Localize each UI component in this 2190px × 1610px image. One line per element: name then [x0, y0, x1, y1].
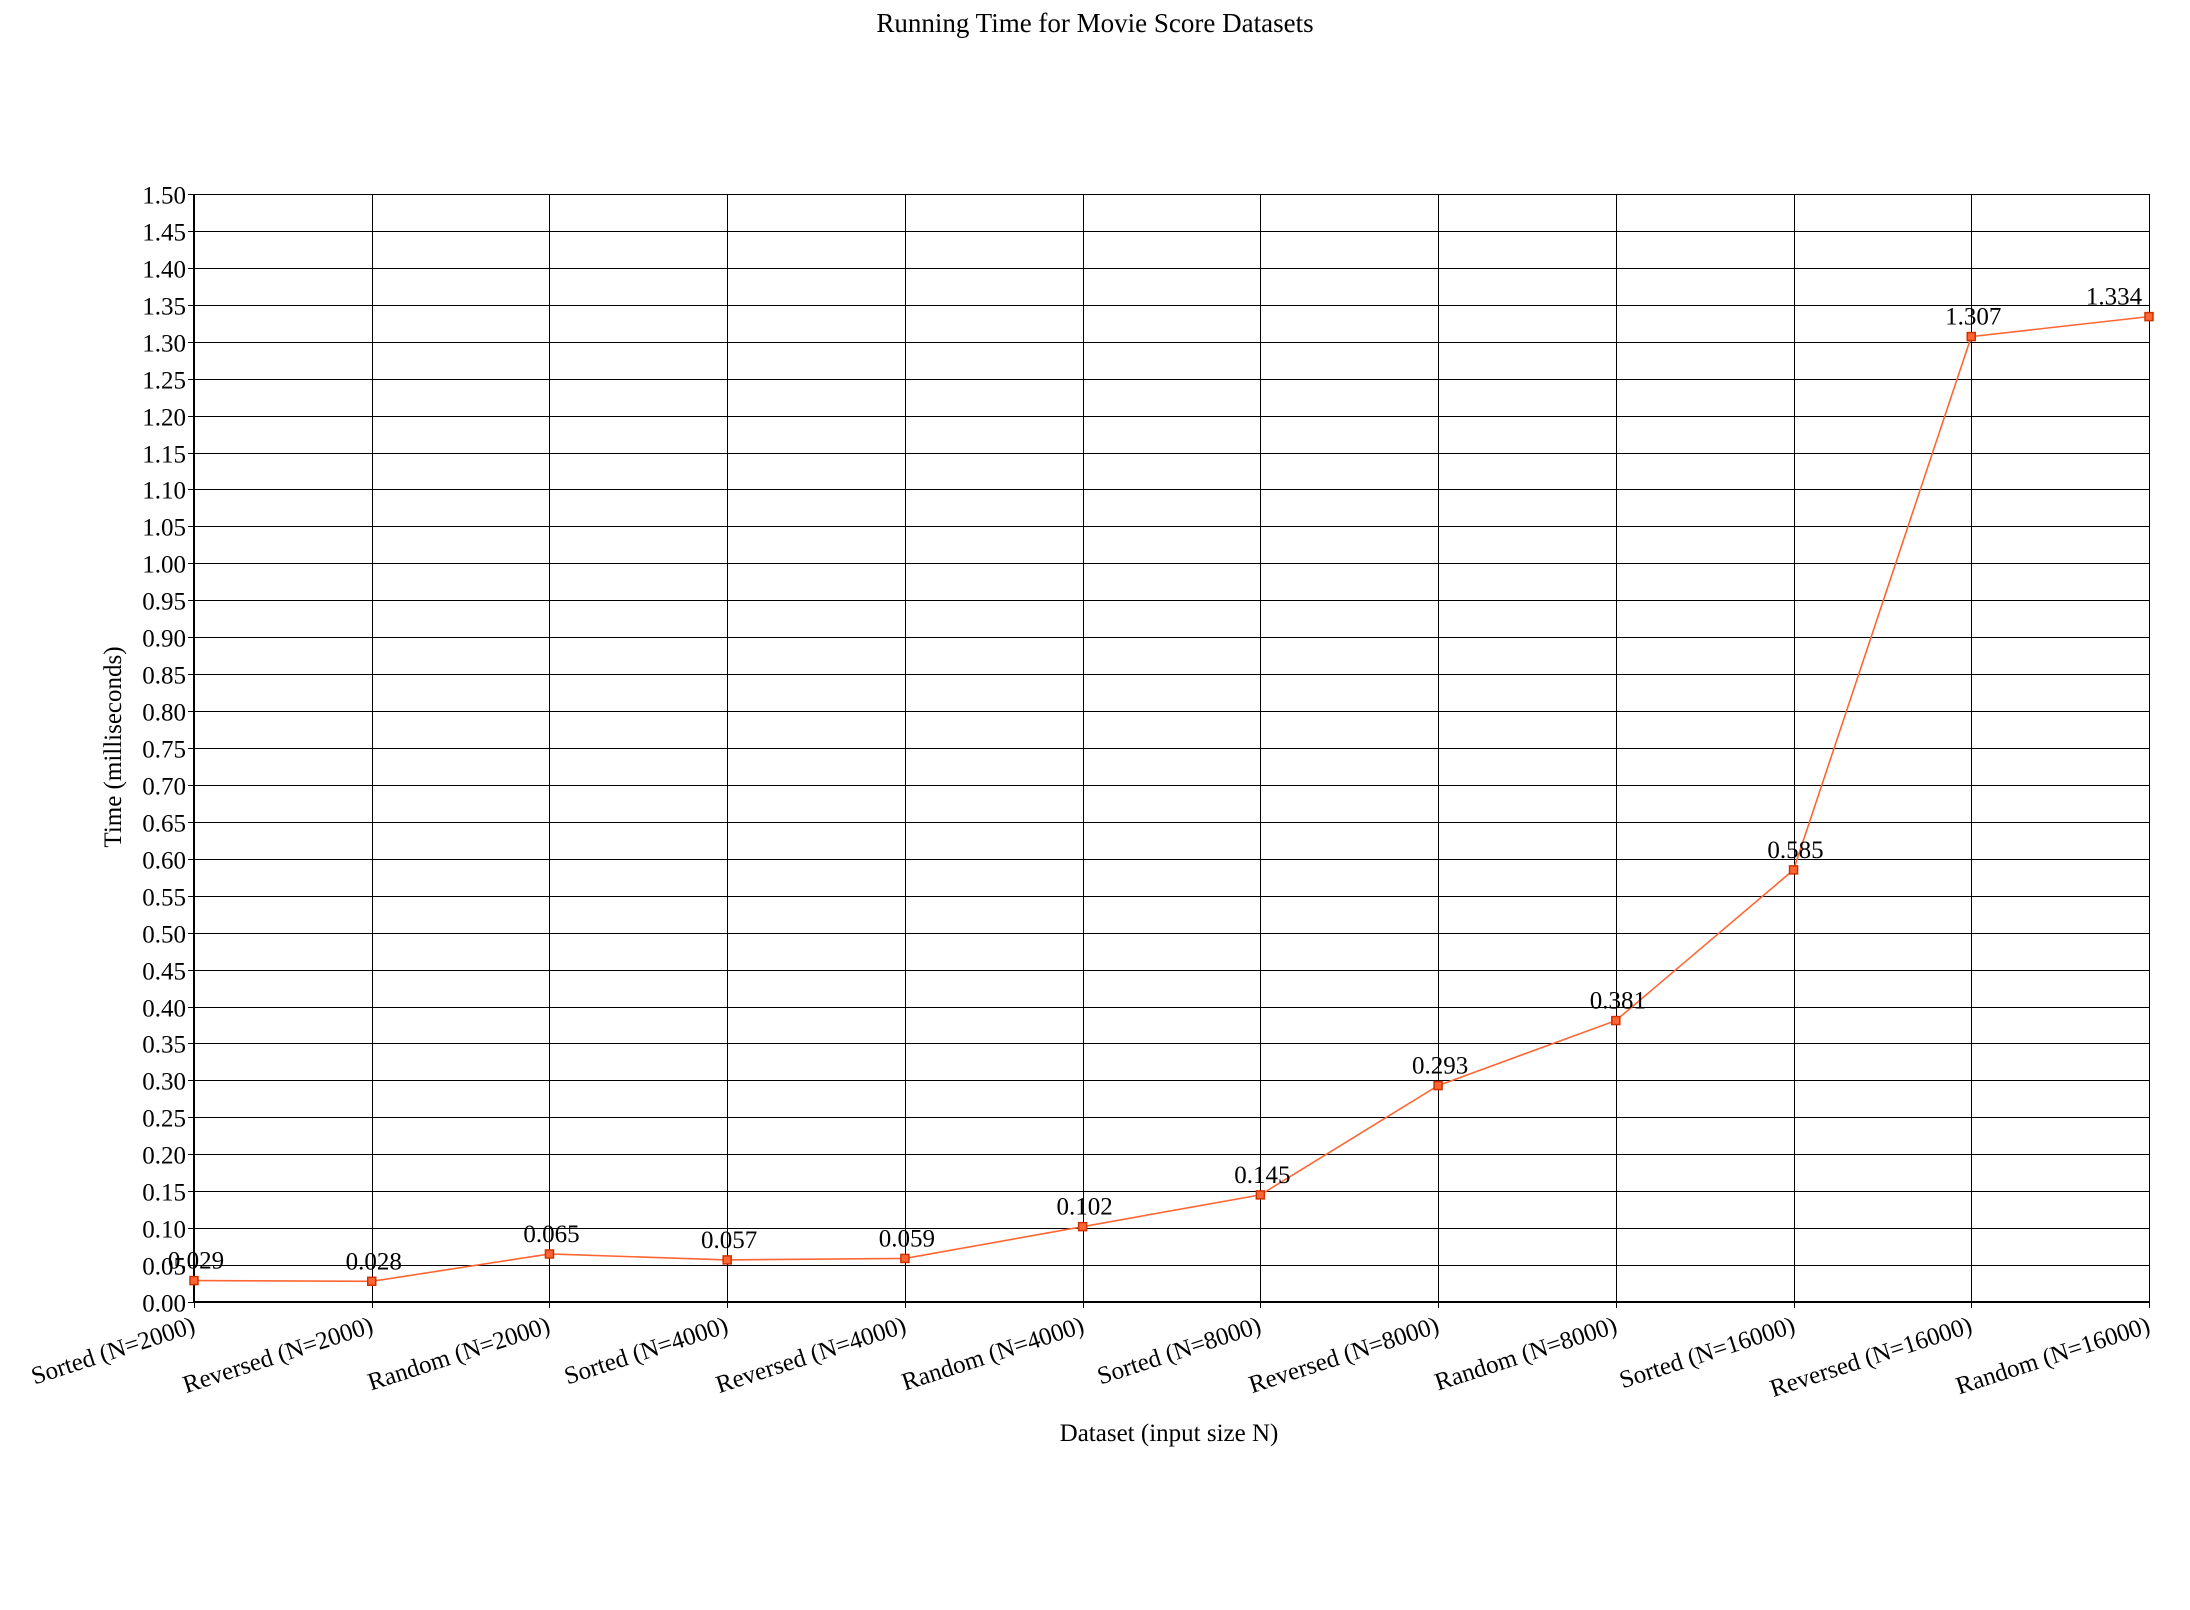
- data-label: 0.381: [1590, 988, 1646, 1015]
- data-label: 0.585: [1767, 837, 1823, 864]
- y-tick-label: 1.20: [142, 405, 186, 432]
- series-line: [193, 315, 2150, 1283]
- x-tick-label: Random (N=2000): [365, 1312, 554, 1396]
- data-label: 0.102: [1057, 1194, 1113, 1221]
- data-label: 1.307: [1945, 304, 2001, 331]
- y-tick-label: 0.95: [142, 589, 186, 616]
- y-tick-label: 0.15: [142, 1180, 186, 1207]
- x-tick-label: Reversed (N=8000): [1246, 1312, 1443, 1399]
- y-tick-label: 0.65: [142, 811, 186, 838]
- y-tick-label: 1.30: [142, 331, 186, 358]
- grid: [194, 194, 2150, 1303]
- y-tick-label: 0.45: [142, 959, 186, 986]
- data-label: 0.029: [168, 1248, 224, 1275]
- y-tick-label: 0.20: [142, 1143, 186, 1170]
- data-label: 0.059: [879, 1225, 935, 1252]
- data-label: 0.028: [346, 1248, 402, 1275]
- y-tick-label: 1.35: [142, 294, 186, 321]
- data-label: 0.145: [1234, 1162, 1290, 1189]
- y-tick-label: 0.50: [142, 922, 186, 949]
- data-point: [189, 1275, 199, 1286]
- data-point: [1788, 865, 1799, 875]
- x-axis-ticks: Sorted (N=2000)Reversed (N=2000)Random (…: [28, 1302, 2153, 1403]
- y-tick-label: 0.70: [142, 774, 186, 801]
- x-tick-label: Random (N=16000): [1953, 1312, 2154, 1400]
- y-axis-ticks: 0.00 0.05 0.10 0.15 0.20 0.25 0.30 0.35 0.40 0.45…: [142, 183, 194, 1318]
- data-point: [1433, 1080, 1443, 1091]
- y-tick-label: 0.30: [142, 1069, 186, 1096]
- y-tick-label: 1.25: [142, 368, 186, 395]
- y-tick-label: 0.75: [142, 737, 186, 764]
- data-label: 0.057: [701, 1227, 757, 1254]
- y-tick-label: 0.90: [142, 626, 186, 653]
- data-label: 1.334: [2086, 284, 2143, 311]
- y-tick-label: 1.05: [142, 515, 186, 542]
- data-labels: 0.029 0.028 0.065 0.057 0.059 0.102 0.145 0.293…: [168, 284, 2143, 1276]
- y-tick-label: 0.05: [142, 1254, 186, 1281]
- y-tick-label: 0.80: [142, 700, 186, 727]
- y-axis-title: Time (milliseconds): [100, 646, 127, 847]
- data-point: [1611, 1015, 1621, 1026]
- y-tick-label: 0.25: [142, 1106, 186, 1133]
- y-tick-label: 0.40: [142, 996, 186, 1023]
- series-group: [189, 311, 2154, 1287]
- x-tick-label: Random (N=8000): [1432, 1312, 1621, 1396]
- y-tick-label: 0.00: [142, 1291, 186, 1318]
- chart-title: Running Time for Movie Score Datasets: [876, 8, 1313, 38]
- data-label: 0.293: [1412, 1053, 1468, 1080]
- x-axis-title: Dataset (input size N): [1060, 1420, 1279, 1447]
- data-point: [900, 1253, 910, 1264]
- y-tick-label: 1.40: [142, 257, 186, 284]
- data-point: [722, 1255, 732, 1265]
- y-tick-label: 1.15: [142, 442, 186, 469]
- y-tick-label: 0.85: [142, 663, 186, 690]
- y-tick-label: 1.00: [142, 552, 186, 579]
- x-tick-label: Random (N=4000): [899, 1312, 1088, 1396]
- y-tick-label: 0.55: [142, 885, 186, 912]
- x-tick-label: Sorted (N=4000): [561, 1312, 731, 1390]
- data-point: [1255, 1190, 1266, 1200]
- data-point: [544, 1249, 555, 1259]
- y-tick-label: 0.35: [142, 1032, 186, 1059]
- x-tick-label: Sorted (N=2000): [28, 1312, 198, 1390]
- x-tick-label: Reversed (N=4000): [713, 1312, 910, 1399]
- data-point: [366, 1276, 377, 1287]
- data-point: [1966, 331, 1977, 342]
- data-point: [2144, 311, 2154, 322]
- x-tick-label: Reversed (N=2000): [180, 1312, 377, 1399]
- data-point: [1077, 1221, 1088, 1232]
- x-tick-label: Reversed (N=16000): [1767, 1312, 1976, 1403]
- y-tick-label: 1.50: [142, 183, 186, 210]
- data-label: 0.065: [523, 1221, 579, 1248]
- y-tick-label: 1.45: [142, 220, 186, 247]
- y-tick-label: 0.60: [142, 848, 186, 875]
- y-tick-label: 0.10: [142, 1217, 186, 1244]
- x-tick-label: Sorted (N=8000): [1094, 1312, 1264, 1390]
- y-tick-label: 1.10: [142, 478, 186, 505]
